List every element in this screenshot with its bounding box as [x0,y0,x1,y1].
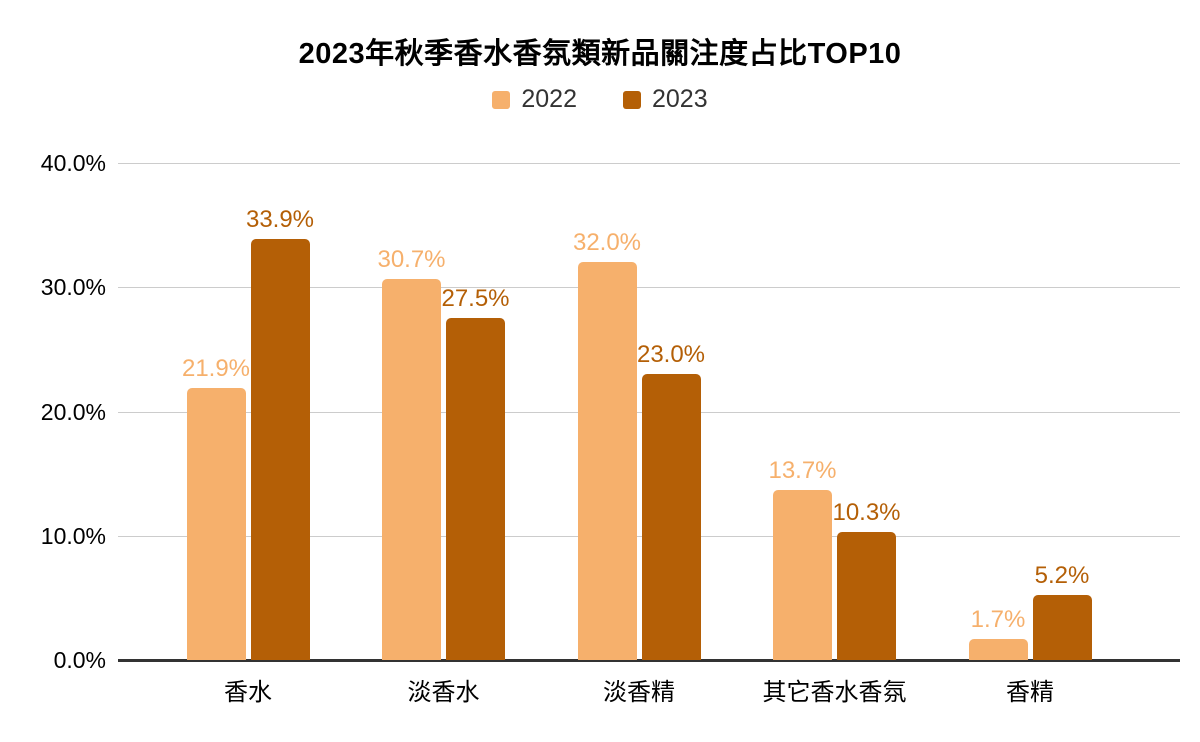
bar-2023 [641,374,701,660]
legend-swatch-2022-icon [492,90,511,109]
gridline [118,163,1180,164]
bar-value-label-2023: 23.0% [636,341,706,369]
x-tick-label: 其它香水香氛 [762,679,907,706]
y-tick-label: 20.0% [40,398,106,425]
legend-item-2022: 2022 [492,85,577,114]
x-tick-label: 香精 [1006,679,1054,706]
legend-label-2022: 2022 [521,85,577,113]
bar-2022 [773,489,832,660]
bar-2023 [1032,595,1092,660]
bar-value-label-2022: 32.0% [572,229,642,257]
x-tick-label: 淡香水 [407,679,480,706]
chart-legend: 2022 2023 [0,85,1200,114]
bar-value-label-2023: 5.2% [1034,562,1090,590]
y-tick-label: 40.0% [40,150,106,176]
legend-swatch-2023-icon [623,90,641,109]
bar-value-label-2022: 30.7% [377,245,446,273]
legend-label-2023: 2023 [652,85,708,113]
bar-value-label-2023: 33.9% [245,205,315,233]
bar-2022 [577,262,637,660]
bar-value-label-2023: 10.3% [832,499,901,527]
gridline [118,287,1180,289]
y-tick-label: 10.0% [40,522,106,549]
bar-2022 [968,638,1028,660]
x-tick-label: 淡香精 [603,679,675,706]
x-axis-line [118,659,1180,662]
y-tick-label: 30.0% [40,274,106,301]
bar-value-label-2023: 27.5% [441,285,510,313]
legend-item-2023: 2023 [623,85,708,114]
bar-2023 [446,318,505,660]
chart-title: 2023年秋季香水香氛類新品關注度占比TOP10 [298,38,902,70]
x-tick-label: 香水 [224,679,272,706]
bar-value-label-2022: 1.7% [970,605,1026,633]
bar-2023 [837,532,896,660]
bar-2022 [186,387,246,660]
bar-2022 [382,278,441,660]
y-tick-label: 0.0% [53,647,106,673]
bar-2023 [250,238,310,660]
bar-value-label-2022: 21.9% [181,354,251,382]
bar-value-label-2022: 13.7% [768,456,837,484]
